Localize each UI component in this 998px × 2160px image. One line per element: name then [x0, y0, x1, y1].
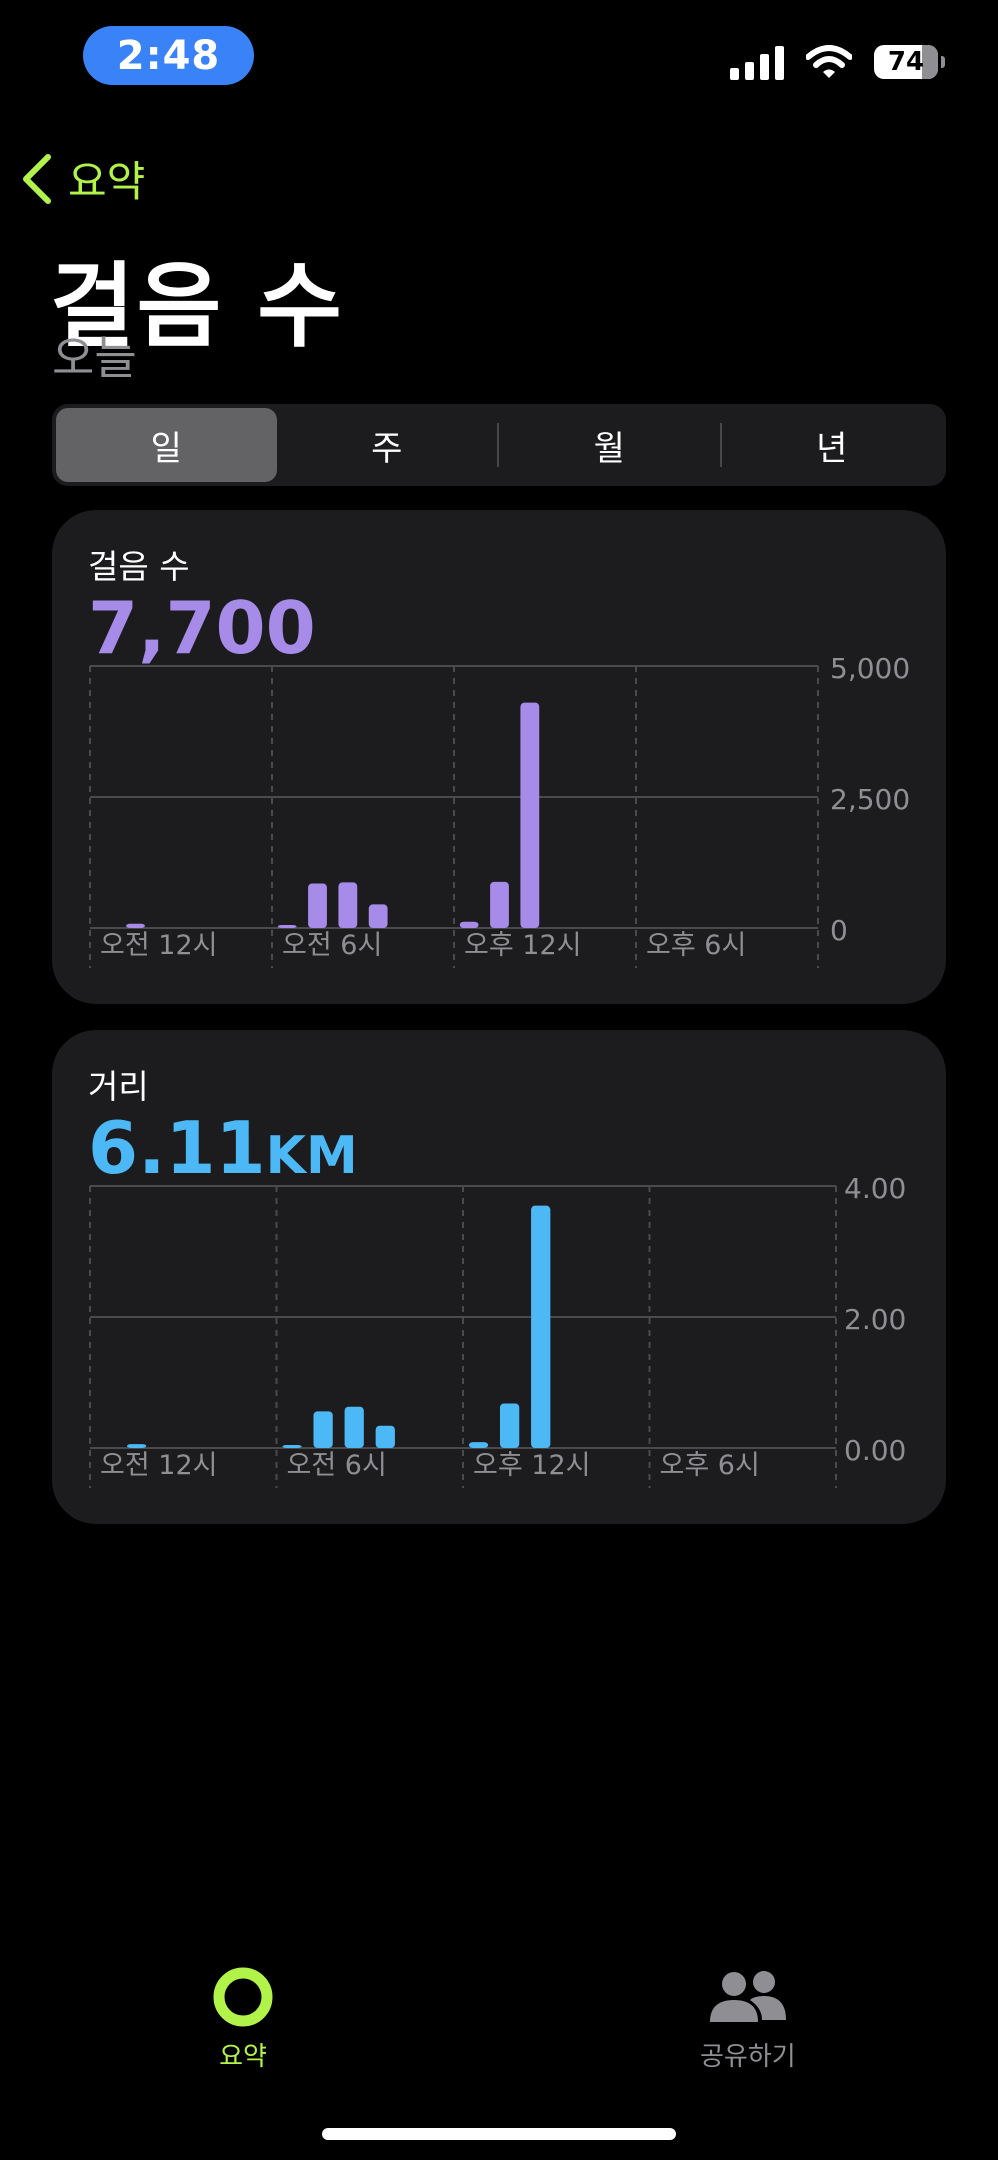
- y-tick-label: 2,500: [830, 783, 910, 816]
- chart-bar: [338, 882, 358, 928]
- battery-level: 74: [887, 47, 925, 77]
- distance-chart: 4.00 2.00 0.00 오전 12시 오전 6시 오후 12시 오후 6시: [89, 1172, 906, 1488]
- segment-divider: [497, 423, 499, 467]
- steps-label: 걸음 수: [88, 547, 190, 586]
- distance-label: 거리: [88, 1067, 149, 1106]
- segment-divider: [719, 423, 722, 467]
- segment-year[interactable]: 년: [816, 428, 848, 469]
- steps-card[interactable]: 걸음 수 7,700 5,000 2,500 0 오전 12시 오전 6시 오후 12시 오…: [52, 510, 946, 1004]
- period-segmented-control: 일 주 월 년: [52, 404, 946, 486]
- chart-bar: [531, 1205, 551, 1448]
- page-title: 걸음 수: [50, 253, 344, 360]
- tab-summary-label: 요약: [219, 2042, 267, 2072]
- activity-ring-icon: [213, 1967, 273, 2027]
- battery-icon: 74: [874, 45, 945, 79]
- chart-bar: [499, 1403, 520, 1448]
- distance-number: 6.11: [88, 1106, 266, 1190]
- chart-bar: [308, 883, 327, 928]
- chart-bar: [520, 702, 540, 928]
- chart-bar: [126, 923, 145, 928]
- x-tick-label: 오전 6시: [287, 1450, 387, 1481]
- chart-bar: [459, 921, 479, 928]
- x-tick-label: 오후 12시: [464, 930, 581, 961]
- cellular-signal-icon: [730, 44, 784, 80]
- back-label: 요약: [68, 157, 146, 206]
- x-tick-label: 오후 6시: [646, 930, 746, 961]
- chart-bar: [344, 1406, 364, 1448]
- chart-bar: [126, 1444, 147, 1448]
- y-tick-label: 0.00: [844, 1434, 906, 1467]
- segment-week[interactable]: 주: [371, 428, 403, 469]
- x-tick-label: 오후 12시: [473, 1450, 590, 1481]
- tab-share-label: 공유하기: [700, 2042, 796, 2072]
- segment-month[interactable]: 월: [593, 428, 625, 469]
- distance-card[interactable]: 거리 6.11KM 4.00 2.00 0.00 오전 12시 오전 6시 오후 12시 오…: [52, 1030, 946, 1524]
- page-subtitle: 오늘: [52, 331, 137, 385]
- wifi-icon: [806, 45, 852, 78]
- x-tick-label: 오전 12시: [100, 1450, 217, 1481]
- x-tick-label: 오전 6시: [282, 930, 382, 961]
- back-button[interactable]: 요약: [20, 148, 145, 209]
- steps-value: 7,700: [88, 586, 316, 670]
- steps-chart: 5,000 2,500 0 오전 12시 오전 6시 오후 12시 오후 6시: [89, 652, 910, 968]
- y-tick-label: 2.00: [844, 1303, 906, 1336]
- chart-bar: [468, 1442, 489, 1448]
- segment-day[interactable]: 일: [56, 408, 277, 482]
- chart-bar: [375, 1425, 395, 1448]
- chart-bar: [368, 904, 388, 928]
- chart-bar: [282, 1445, 302, 1448]
- status-icons: 74: [730, 44, 945, 80]
- y-tick-label: 4.00: [844, 1172, 906, 1205]
- tab-share[interactable]: 공유하기: [700, 1966, 796, 2073]
- chart-bar: [490, 881, 509, 928]
- x-tick-label: 오후 6시: [660, 1450, 760, 1481]
- chevron-left-icon: [23, 153, 51, 204]
- status-time: 2:48: [83, 26, 254, 85]
- y-tick-label: 5,000: [830, 652, 910, 685]
- people-icon: [709, 1971, 786, 2022]
- home-indicator: [322, 2128, 676, 2140]
- tab-summary[interactable]: 요약: [212, 1966, 274, 2073]
- distance-value: 6.11KM: [88, 1106, 358, 1190]
- x-tick-label: 오전 12시: [100, 930, 217, 961]
- chart-bar: [277, 925, 297, 928]
- distance-unit: KM: [265, 1126, 358, 1186]
- chart-bar: [313, 1411, 333, 1448]
- y-tick-label: 0: [830, 914, 848, 947]
